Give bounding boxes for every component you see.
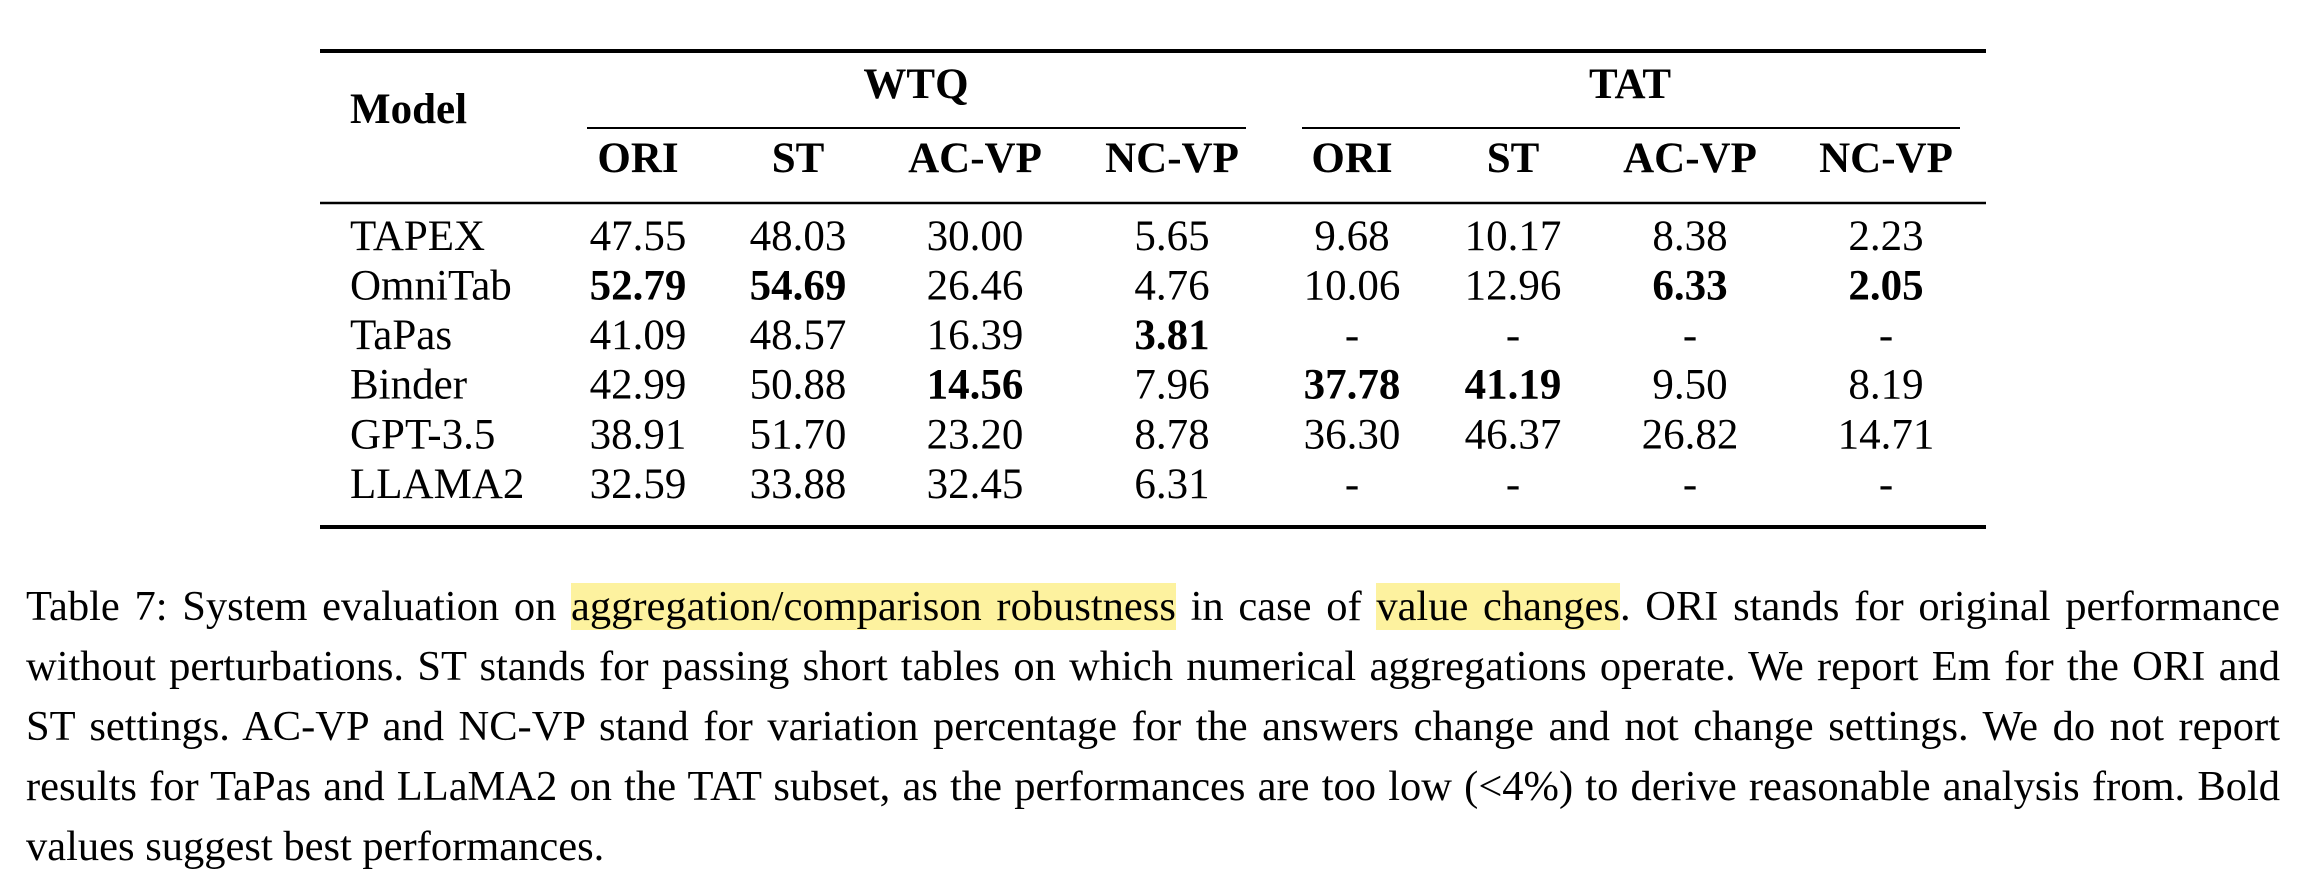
cell: - xyxy=(1879,312,1893,359)
cell: 33.88 xyxy=(750,461,847,508)
cell: 26.82 xyxy=(1642,411,1739,458)
cell: 48.57 xyxy=(750,312,847,359)
cell: 52.79 xyxy=(590,262,687,309)
model-name: TaPas xyxy=(350,312,452,359)
cell: 47.55 xyxy=(590,213,687,260)
cell: 50.88 xyxy=(750,362,847,409)
column-header: AC-VP xyxy=(1623,135,1757,182)
cell: 30.00 xyxy=(927,213,1024,260)
cell: 37.78 xyxy=(1304,362,1401,409)
table: Model WTQ TAT ORI ST AC-VP NC-VP ORI ST AC-VP N… xyxy=(320,49,1986,529)
cell: - xyxy=(1345,461,1359,508)
cell: 36.30 xyxy=(1304,411,1401,458)
group-header: TAT xyxy=(1589,61,1671,108)
model-header: Model xyxy=(350,86,467,133)
cell: - xyxy=(1879,461,1893,508)
cell: 38.91 xyxy=(590,411,687,458)
cell: 7.96 xyxy=(1134,362,1209,409)
caption-text: Table 7: System evaluation on xyxy=(26,583,572,630)
cell: 2.23 xyxy=(1848,213,1923,260)
cell: 26.46 xyxy=(927,262,1024,309)
column-header: NC-VP xyxy=(1819,135,1953,182)
column-header: ST xyxy=(1487,135,1540,182)
model-name: OmniTab xyxy=(350,262,512,309)
cell: 54.69 xyxy=(750,262,847,309)
cell: 6.33 xyxy=(1652,262,1727,309)
cell: - xyxy=(1345,312,1359,359)
column-header: AC-VP xyxy=(908,135,1042,182)
cell: 12.96 xyxy=(1465,262,1562,309)
cell: - xyxy=(1683,312,1697,359)
caption-text: . ORI stands for original performance wi… xyxy=(26,583,2280,870)
cell: 46.37 xyxy=(1465,411,1562,458)
model-name: Binder xyxy=(350,362,467,409)
column-header: ORI xyxy=(1311,135,1392,182)
cell: - xyxy=(1683,461,1697,508)
model-name: TAPEX xyxy=(350,213,485,260)
cell: 16.39 xyxy=(927,312,1024,359)
highlighted-text: aggregation/comparison robustness xyxy=(571,583,1176,630)
cell: 6.31 xyxy=(1134,461,1209,508)
cell: 51.70 xyxy=(750,411,847,458)
cell: 9.50 xyxy=(1652,362,1727,409)
cell: 41.19 xyxy=(1465,362,1562,409)
cell: 14.71 xyxy=(1838,411,1935,458)
column-header: NC-VP xyxy=(1105,135,1239,182)
cell: 5.65 xyxy=(1134,213,1209,260)
model-name: LLAMA2 xyxy=(350,461,524,508)
cell: 48.03 xyxy=(750,213,847,260)
cell: 32.59 xyxy=(590,461,687,508)
cell: 14.56 xyxy=(927,362,1024,409)
cell: 41.09 xyxy=(590,312,687,359)
cell: 8.78 xyxy=(1134,411,1209,458)
column-header: ST xyxy=(772,135,825,182)
cell: 9.68 xyxy=(1314,213,1389,260)
cell: 23.20 xyxy=(927,411,1024,458)
cell: 2.05 xyxy=(1848,262,1923,309)
cell: 8.19 xyxy=(1848,362,1923,409)
cell: 10.17 xyxy=(1465,213,1562,260)
caption: Table 7: System evaluation on aggregatio… xyxy=(26,577,2280,877)
model-name: GPT-3.5 xyxy=(350,411,495,458)
cell: - xyxy=(1506,461,1520,508)
cell: 42.99 xyxy=(590,362,687,409)
cell: 32.45 xyxy=(927,461,1024,508)
column-header: ORI xyxy=(597,135,678,182)
cell: - xyxy=(1506,312,1520,359)
caption-text: in case of xyxy=(1175,583,1377,630)
cell: 10.06 xyxy=(1304,262,1401,309)
highlighted-text: value changes xyxy=(1376,583,1620,630)
cell: 3.81 xyxy=(1134,312,1209,359)
cell: 4.76 xyxy=(1134,262,1209,309)
cell: 8.38 xyxy=(1652,213,1727,260)
group-header: WTQ xyxy=(863,61,968,108)
